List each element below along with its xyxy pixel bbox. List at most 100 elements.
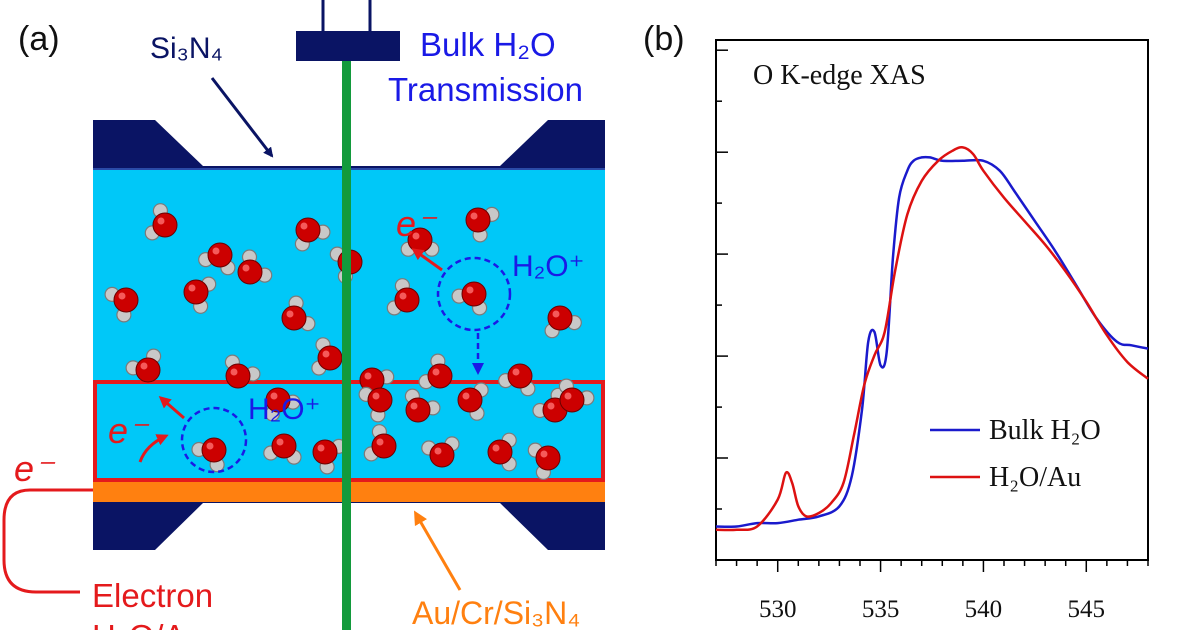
panel-b-chart: (b) 530 535 540 545 O K-edge XAS Bulk H₂O H… <box>643 20 1149 623</box>
oxygen-atom <box>465 207 491 233</box>
oxygen-highlight <box>188 284 196 292</box>
oxygen-highlight <box>372 392 380 400</box>
oxygen-atom <box>547 305 573 331</box>
oxygen-atom <box>535 445 561 471</box>
oxygen-atom <box>237 259 263 285</box>
interface-water-spectrum-line <box>715 146 1149 532</box>
oxygen-atom <box>152 212 178 238</box>
oxygen-highlight <box>564 392 572 400</box>
spectra-curves <box>715 146 1149 532</box>
oxygen-atom <box>487 439 513 465</box>
beam-label-line2: Transmission <box>388 71 583 108</box>
electrode-label: Au/Cr/Si₃N₄ <box>412 595 580 630</box>
oxygen-highlight <box>212 247 220 255</box>
oxygen-highlight <box>540 450 548 458</box>
interface-electron-label: e⁻ <box>108 410 150 451</box>
oxygen-atom <box>135 357 161 383</box>
oxygen-highlight <box>512 368 520 376</box>
bulk-ion-label: H₂O⁺ <box>512 250 584 283</box>
oxygen-atom <box>457 387 483 413</box>
bulk-ion-circle <box>436 256 512 332</box>
oxygen-highlight <box>410 402 418 410</box>
water-molecule <box>198 242 236 276</box>
oxygen-atom <box>183 279 209 305</box>
oxygen-atom <box>367 387 393 413</box>
x-tick-label: 535 <box>862 596 900 623</box>
membrane-label: Si₃N₄ <box>150 32 223 65</box>
oxygen-highlight <box>157 217 165 225</box>
x-tick-label: 545 <box>1068 596 1106 623</box>
water-molecule <box>294 217 331 252</box>
oxygen-atom <box>427 363 453 389</box>
xray-beam <box>342 60 351 630</box>
water-molecule <box>104 286 139 323</box>
water-molecule <box>558 378 595 413</box>
panel-a-label: (a) <box>18 20 60 58</box>
oxygen-highlight <box>466 286 474 294</box>
legend: Bulk H₂O H₂O/Au <box>930 415 1101 493</box>
oxygen-atom <box>295 217 321 243</box>
interface-ion-circle <box>180 406 248 474</box>
oxygen-highlight <box>322 350 330 358</box>
water-molecule <box>498 363 536 397</box>
oxygen-highlight <box>412 232 420 240</box>
water-molecule <box>544 305 582 339</box>
oxygen-highlight <box>434 447 442 455</box>
oxygen-atom <box>429 442 455 468</box>
beam-label-line1: Bulk H₂O <box>420 26 556 63</box>
oxygen-atom <box>271 433 297 459</box>
bottom-membrane-frame <box>93 500 605 550</box>
chart-title: O K-edge XAS <box>753 60 926 91</box>
electrode-pointer-arrow <box>413 510 462 591</box>
electron-collection-wire <box>2 488 93 594</box>
water-molecule <box>224 354 261 389</box>
oxygen-highlight <box>399 292 407 300</box>
oxygen-highlight <box>470 212 478 220</box>
oxygen-highlight <box>317 444 325 452</box>
legend-label-au: H₂O/Au <box>989 462 1081 493</box>
water-molecule <box>487 432 517 472</box>
oxygen-highlight <box>276 438 284 446</box>
water-molecule <box>465 206 500 243</box>
oxygen-highlight <box>118 292 126 300</box>
panel-b-label: (b) <box>643 20 685 58</box>
oxygen-atom <box>207 242 233 268</box>
oxygen-highlight <box>230 368 238 376</box>
oxygen-highlight <box>462 392 470 400</box>
water-molecule <box>125 348 162 383</box>
water-molecule <box>281 295 316 332</box>
oxygen-atom <box>507 363 533 389</box>
oxygen-highlight <box>364 372 372 380</box>
plot-frame <box>715 39 1149 561</box>
detection-label-line2: H₂O/Au <box>92 618 204 630</box>
oxygen-highlight <box>286 310 294 318</box>
oxygen-highlight <box>432 368 440 376</box>
oxygen-atom <box>113 287 139 313</box>
water-molecule <box>144 203 178 241</box>
bulk-electron-arrow <box>411 248 443 272</box>
membrane-pointer-arrow <box>210 77 274 158</box>
oxygen-atom <box>371 433 397 459</box>
water-molecule <box>451 281 488 316</box>
electron-injection-arrow <box>138 434 169 463</box>
y-axis-ticks <box>716 49 728 561</box>
x-tick-label: 530 <box>759 596 797 623</box>
water-molecule <box>264 387 301 422</box>
oxygen-atom <box>201 437 227 463</box>
oxygen-highlight <box>547 402 555 410</box>
x-tick-label: 540 <box>965 596 1003 623</box>
oxygen-highlight <box>300 222 308 230</box>
collected-electron-label: e⁻ <box>14 448 56 489</box>
panel-a-schematic: (a) Si₃N₄ Bulk H₂O Transmission e⁻ H₂O⁺ … <box>2 0 605 630</box>
oxygen-highlight <box>376 438 384 446</box>
oxygen-atom <box>559 387 585 413</box>
oxygen-highlight <box>492 444 500 452</box>
oxygen-highlight <box>242 264 250 272</box>
water-molecule <box>527 442 561 480</box>
water-molecule <box>404 388 441 423</box>
oxygen-atom <box>317 345 343 371</box>
water-molecule <box>457 382 489 421</box>
oxygen-highlight <box>552 310 560 318</box>
detection-label-line1: Electron <box>92 577 213 614</box>
